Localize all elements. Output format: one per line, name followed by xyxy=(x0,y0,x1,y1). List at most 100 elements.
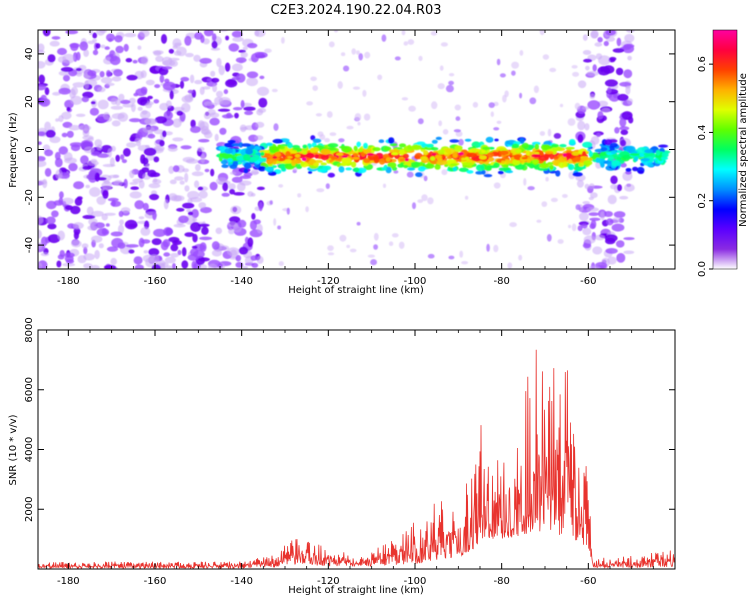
noise-blob xyxy=(232,107,243,111)
noise-blob xyxy=(317,131,324,137)
noise-blob xyxy=(61,197,74,205)
noise-blob xyxy=(258,97,268,108)
noise-blob xyxy=(256,186,265,191)
noise-blob xyxy=(394,56,401,61)
noise-blob xyxy=(606,218,614,226)
spectrogram-x-tick-label: -140 xyxy=(230,276,253,287)
signal-blob xyxy=(300,154,307,158)
noise-blob xyxy=(496,120,502,125)
signal-hotspot xyxy=(521,156,528,160)
spectrogram-y-tick-label: 0 xyxy=(24,146,35,152)
signal-blob xyxy=(434,164,441,170)
noise-blob xyxy=(83,49,89,57)
noise-blob xyxy=(169,179,177,185)
noise-blob xyxy=(461,261,469,265)
noise-blob xyxy=(589,183,595,189)
signal-blob xyxy=(381,167,387,171)
signal-blob xyxy=(363,142,368,149)
signal-blob xyxy=(243,154,251,162)
signal-blob xyxy=(549,153,555,160)
signal-blob xyxy=(565,146,575,150)
noise-blob xyxy=(44,149,54,157)
noise-blob xyxy=(627,55,632,61)
spectrogram-x-tick-label: -180 xyxy=(57,276,80,287)
signal-blob xyxy=(356,141,362,148)
noise-blob xyxy=(118,93,125,102)
signal-blob xyxy=(226,153,233,157)
signal-blob xyxy=(551,143,559,148)
noise-blob xyxy=(490,111,494,117)
noise-blob xyxy=(448,80,454,86)
noise-blob xyxy=(153,50,162,56)
signal-blob xyxy=(398,143,407,148)
colorbar: 0.0 0.2 0.4 0.6 Normalized spectral amplitu… xyxy=(697,29,749,277)
signal-blob xyxy=(578,162,585,167)
signal-hotspot xyxy=(294,153,301,158)
noise-blob xyxy=(337,81,343,89)
signal-blob xyxy=(407,167,416,171)
noise-blob xyxy=(595,53,603,60)
noise-blob xyxy=(83,146,95,154)
noise-blob xyxy=(163,199,169,210)
noise-blob xyxy=(577,225,583,232)
signal-blob xyxy=(464,138,472,142)
noise-blob xyxy=(65,259,75,264)
signal-blob xyxy=(553,133,562,139)
noise-blob xyxy=(44,168,52,177)
noise-blob xyxy=(567,118,576,126)
noise-blob xyxy=(224,62,231,72)
noise-blob xyxy=(64,252,75,258)
noise-blob xyxy=(98,243,104,249)
noise-blob xyxy=(140,70,147,79)
signal-blob xyxy=(372,147,381,152)
signal-blob xyxy=(397,163,405,168)
noise-blob xyxy=(421,194,428,202)
signal-hotspot xyxy=(461,157,466,161)
signal-blob xyxy=(345,167,353,171)
signal-blob xyxy=(379,158,386,165)
noise-blob xyxy=(277,225,281,230)
noise-blob xyxy=(356,50,360,55)
noise-blob xyxy=(152,179,162,185)
noise-blob xyxy=(91,235,103,243)
noise-blob xyxy=(604,79,618,87)
signal-blob xyxy=(546,162,554,165)
noise-blob xyxy=(61,132,68,138)
noise-blob xyxy=(179,80,185,89)
noise-blob xyxy=(115,98,121,106)
signal-blob xyxy=(338,145,349,149)
noise-blob xyxy=(122,103,134,108)
signal-blob xyxy=(610,150,617,155)
noise-blob xyxy=(95,43,101,49)
signal-blob xyxy=(312,138,322,143)
noise-blob xyxy=(182,168,190,173)
noise-blob xyxy=(75,67,82,72)
signal-blob xyxy=(486,165,492,171)
noise-blob xyxy=(172,240,182,246)
noise-blob xyxy=(135,141,141,147)
signal-blob xyxy=(407,144,412,150)
noise-blob xyxy=(281,37,285,44)
noise-blob xyxy=(161,262,169,267)
noise-blob xyxy=(151,264,161,269)
noise-blob xyxy=(327,245,334,252)
noise-blob xyxy=(588,212,599,217)
signal-blob xyxy=(604,139,613,146)
noise-blob xyxy=(180,145,192,150)
signal-blob xyxy=(271,146,280,153)
noise-blob xyxy=(590,192,598,199)
noise-blob xyxy=(584,123,590,131)
noise-blob xyxy=(221,192,230,197)
noise-blob xyxy=(118,210,124,217)
noise-blob xyxy=(167,146,178,152)
noise-blob xyxy=(358,53,364,61)
signal-blob xyxy=(411,144,422,151)
signal-blob xyxy=(300,161,305,167)
noise-blob xyxy=(201,128,212,135)
noise-blob xyxy=(254,135,264,141)
noise-blob xyxy=(571,223,577,232)
noise-blob xyxy=(38,160,47,168)
noise-blob xyxy=(574,102,581,110)
noise-blob xyxy=(87,40,96,45)
noise-blob xyxy=(88,218,98,226)
